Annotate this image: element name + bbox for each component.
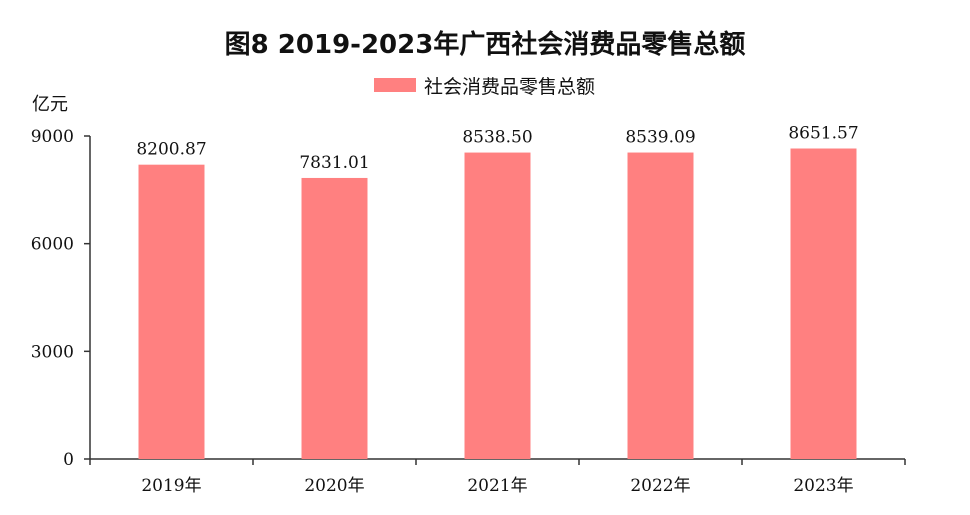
- data-label: 8539.09: [625, 128, 695, 148]
- y-tick-label: 0: [63, 450, 74, 470]
- y-tick-label: 9000: [31, 127, 74, 147]
- bar: [790, 148, 857, 459]
- x-category-label: 2019年: [141, 476, 201, 496]
- y-tick-label: 6000: [31, 235, 74, 255]
- y-axis-unit: 亿元: [32, 94, 68, 115]
- bar: [464, 152, 531, 459]
- legend-swatch: [374, 78, 416, 92]
- chart-title: 图8 2019-2023年广西社会消费品零售总额: [224, 30, 746, 60]
- x-category-label: 2022年: [630, 476, 690, 496]
- data-label: 8538.50: [462, 128, 532, 148]
- data-label: 8200.87: [136, 140, 206, 160]
- x-category-label: 2021年: [467, 476, 527, 496]
- x-category-label: 2020年: [304, 476, 364, 496]
- bar: [301, 177, 368, 460]
- legend: 社会消费品零售总额: [374, 70, 595, 100]
- legend-label: 社会消费品零售总额: [424, 75, 596, 98]
- bar: [627, 152, 694, 459]
- data-label: 7831.01: [299, 153, 369, 173]
- x-category-label: 2023年: [793, 476, 853, 496]
- y-tick-label: 3000: [31, 342, 74, 362]
- data-label: 8651.57: [788, 124, 858, 144]
- bar: [138, 164, 205, 460]
